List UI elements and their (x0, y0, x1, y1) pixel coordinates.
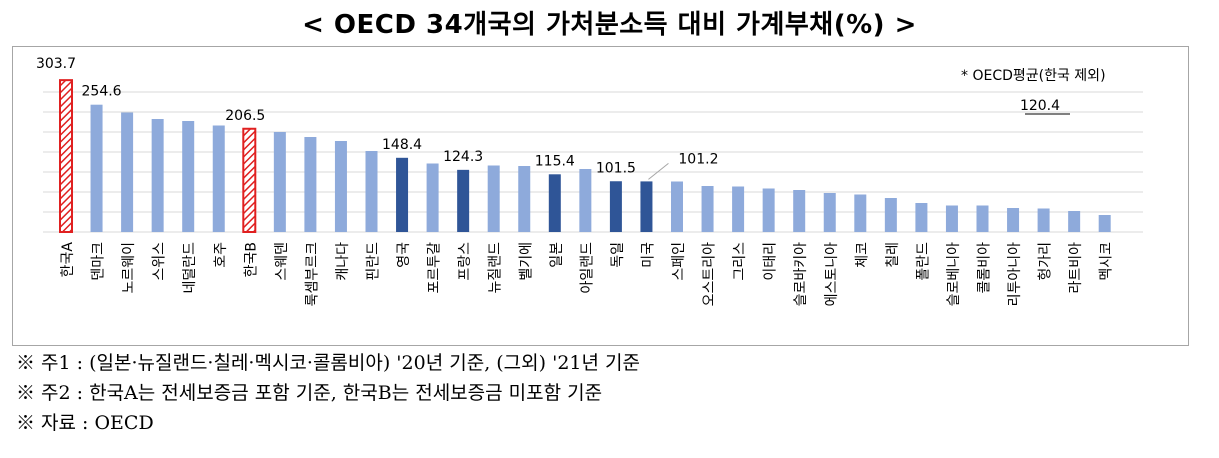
bar-한국A (59, 79, 73, 234)
bar-아일랜드 (579, 169, 592, 232)
bar-벨기에 (518, 166, 531, 232)
category-label: 프랑스 (457, 242, 473, 281)
bar-뉴질랜드 (487, 165, 500, 232)
chart-title: < OECD 34개국의 가처분소득 대비 가계부채(%) > (302, 10, 917, 40)
data-label-영국: 148.4 (382, 137, 422, 153)
category-label: 라트비아 (1068, 242, 1084, 294)
chart-frame: 303.7 254.6 206.5 148.4 124.3 115.4 101.5 101.2… (12, 46, 1189, 346)
category-label: 스웨덴 (274, 242, 290, 281)
bar-오스트리아 (701, 186, 714, 232)
bar-스페인 (671, 181, 683, 232)
category-label: 한국A (60, 242, 76, 278)
category-label: 미국 (640, 242, 656, 268)
bar-멕시코 (1098, 215, 1111, 232)
bar-폴란드 (915, 203, 928, 232)
bar-핀란드 (365, 151, 378, 232)
category-label: 핀란드 (366, 242, 382, 281)
bar-영국 (396, 157, 409, 232)
bar-스웨덴 (273, 132, 286, 232)
category-label: 포르투갈 (427, 242, 443, 294)
bar-chart: 303.7 254.6 206.5 148.4 124.3 115.4 101.5 101.2… (36, 56, 1143, 307)
bar-이태리 (762, 188, 775, 232)
category-label: 노르웨이 (121, 242, 137, 294)
data-label-일본: 115.4 (535, 153, 575, 169)
data-label-독일: 101.5 (596, 160, 636, 176)
bar-미국 (640, 181, 653, 232)
category-label: 콜롬비아 (977, 242, 993, 294)
bar-체코 (854, 194, 867, 232)
category-label: 네덜란드 (182, 242, 198, 294)
note-2: ※ 주2 : 한국A는 전세보증금 포함 기준, 한국B는 전세보증금 미포함 … (16, 382, 603, 404)
bar-덴마크 (90, 104, 103, 232)
category-label: 덴마크 (91, 242, 107, 281)
category-label: 뉴질랜드 (488, 242, 504, 294)
category-labels: 한국A 덴마크 노르웨이 스위스 네덜란드 호주 한국B 스웨덴 룩셈부르크 캐나다 핀란드 영국 포르… (60, 242, 1115, 307)
category-label: 영국 (396, 242, 412, 268)
category-label: 아일랜드 (579, 242, 595, 294)
bar-한국B (242, 127, 257, 233)
bar-그리스 (732, 186, 745, 232)
category-label: 리투아니아 (1007, 242, 1023, 307)
category-label: 캐나다 (335, 242, 351, 281)
category-label: 스위스 (152, 242, 168, 281)
category-label: 슬로바키아 (793, 242, 809, 307)
note-1: ※ 주1 : (일본·뉴질랜드·칠레·멕시코·콜롬비아) '20년 기준, (그… (16, 352, 640, 374)
footnotes: ※ 주1 : (일본·뉴질랜드·칠레·멕시코·콜롬비아) '20년 기준, (그… (16, 348, 640, 438)
bar-에스토니아 (823, 193, 836, 232)
category-label: 호주 (213, 242, 229, 268)
category-label: 칠레 (885, 242, 901, 268)
category-label: 일본 (549, 242, 565, 268)
bar-캐나다 (334, 141, 347, 232)
note-3: ※ 자료 : OECD (16, 412, 154, 434)
bar-칠레 (884, 198, 897, 232)
category-label: 룩셈부르크 (304, 242, 320, 307)
data-label-덴마크: 254.6 (82, 84, 122, 100)
bar-스위스 (151, 119, 164, 232)
category-label: 폴란드 (915, 242, 931, 281)
bar-일본 (548, 174, 561, 232)
bar-포르투갈 (426, 163, 439, 232)
category-label: 독일 (610, 242, 626, 268)
bar-슬로바키아 (793, 190, 806, 232)
oecd-average-value: 120.4 (1020, 98, 1060, 114)
leader-line (648, 163, 669, 180)
category-label: 헝가리 (1038, 242, 1054, 281)
category-label: 에스토니아 (824, 242, 840, 307)
category-label: 이태리 (763, 242, 779, 281)
category-label: 그리스 (732, 242, 748, 281)
data-label-한국B: 206.5 (225, 108, 265, 124)
gridlines (43, 91, 1143, 233)
category-label: 체코 (854, 242, 870, 268)
category-label: 멕시코 (1099, 242, 1115, 281)
data-label-한국A: 303.7 (36, 56, 76, 72)
bar-독일 (609, 181, 622, 232)
category-label: 슬로베니아 (946, 242, 962, 307)
data-labels: 303.7 254.6 206.5 148.4 124.3 115.4 101.5 101.2 (36, 56, 718, 180)
category-label: 벨기에 (518, 242, 534, 281)
data-label-프랑스: 124.3 (443, 149, 483, 165)
bar-콜롬비아 (976, 205, 989, 232)
bar-네덜란드 (182, 121, 195, 232)
category-label: 한국B (243, 242, 259, 277)
bar-헝가리 (1037, 208, 1050, 232)
category-label: 오스트리아 (702, 242, 718, 307)
bar-호주 (212, 125, 225, 232)
data-label-미국: 101.2 (678, 151, 718, 167)
bar-슬로베니아 (945, 205, 958, 232)
oecd-average-label: * OECD평균(한국 제외) (961, 68, 1106, 84)
bar-룩셈부르크 (304, 137, 317, 232)
bar-노르웨이 (121, 112, 134, 232)
category-label: 스페인 (671, 242, 687, 281)
bar-프랑스 (457, 169, 470, 232)
bars (59, 79, 1111, 234)
bar-라트비아 (1068, 211, 1081, 232)
bar-리투아니아 (1007, 208, 1020, 232)
